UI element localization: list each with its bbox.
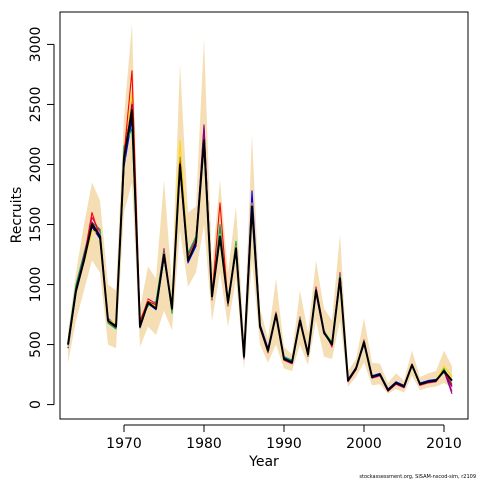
y-axis-label: Recruits bbox=[9, 187, 25, 244]
x-axis: 1970 1980 1990 2000 2010 bbox=[106, 424, 462, 452]
footer-credit: stockassessment.org, SISAM-nscod-sim, r2… bbox=[359, 474, 476, 480]
x-tick-label: 1990 bbox=[266, 436, 302, 452]
y-tick-label: 3000 bbox=[28, 27, 44, 63]
x-tick-label: 2010 bbox=[426, 436, 462, 452]
x-tick-label: 2000 bbox=[346, 436, 382, 452]
x-tick-label: 1970 bbox=[106, 436, 142, 452]
confidence-band-layer bbox=[68, 24, 452, 394]
y-axis: 0 500 1000 1500 2000 2500 3000 bbox=[28, 27, 55, 409]
confidence-band bbox=[68, 24, 452, 394]
series-lines-layer bbox=[67, 70, 453, 394]
y-tick-label: 2000 bbox=[28, 147, 44, 183]
x-tick-label: 1980 bbox=[186, 436, 222, 452]
y-tick-label: 2500 bbox=[28, 87, 44, 123]
y-tick-label: 0 bbox=[28, 400, 44, 409]
y-tick-label: 1500 bbox=[28, 207, 44, 243]
series-line bbox=[67, 109, 453, 392]
series-line bbox=[67, 118, 453, 390]
y-tick-label: 500 bbox=[28, 331, 44, 358]
x-axis-label: Year bbox=[248, 454, 279, 470]
plot-frame bbox=[59, 11, 469, 420]
y-tick-label: 1000 bbox=[28, 267, 44, 303]
